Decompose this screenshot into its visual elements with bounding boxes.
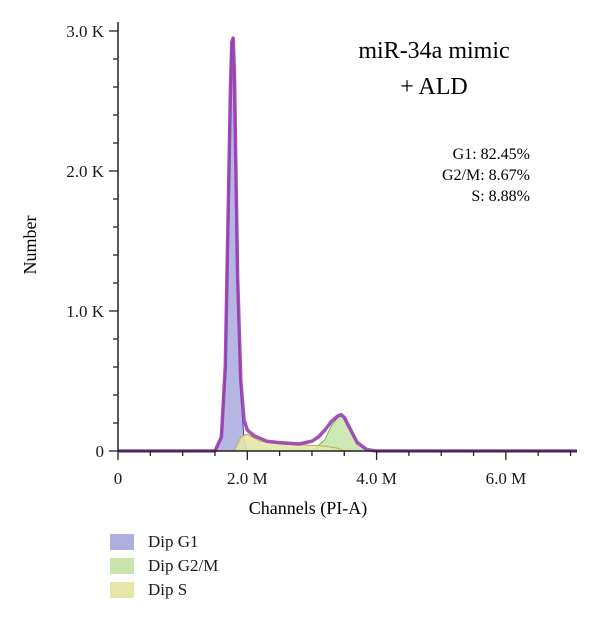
- series-areas: [118, 36, 577, 453]
- x-axis-label: Channels (PI-A): [249, 498, 367, 519]
- y-tick-label: 1.0 K: [66, 302, 105, 321]
- x-tick-label: 0: [114, 469, 123, 488]
- legend-label-dip-g2m: Dip G2/M: [148, 556, 219, 575]
- legend-item-dip-g1: Dip G1: [110, 530, 218, 554]
- legend-item-dip-s: Dip S: [110, 578, 218, 602]
- legend-swatch-dip-g2m: [110, 558, 134, 574]
- series-line-total: [118, 36, 577, 453]
- annotation-s: S: 8.88%: [471, 188, 530, 205]
- x-tick-label: 6.0 M: [486, 469, 527, 488]
- y-tick-label: 3.0 K: [66, 22, 105, 41]
- legend-label-dip-g1: Dip G1: [148, 532, 199, 551]
- annotation-g2m: G2/M: 8.67%: [442, 167, 530, 184]
- legend-label-dip-s: Dip S: [148, 580, 188, 599]
- annotation-g1: G1: 82.45%: [453, 146, 530, 163]
- x-tick-label: 2.0 M: [227, 469, 268, 488]
- legend-item-dip-g2m: Dip G2/M: [110, 554, 218, 578]
- y-tick-label: 0: [96, 442, 105, 461]
- chart-title-line-2: + ALD: [400, 74, 468, 100]
- axis-ticks: 0 2.0 M 4.0 M 6.0 M 0 1.0 K 2.0 K 3.0 K: [66, 22, 572, 488]
- y-tick-label: 2.0 K: [66, 162, 105, 181]
- legend-swatch-dip-s: [110, 582, 134, 598]
- legend-swatch-dip-g1: [110, 534, 134, 550]
- x-tick-label: 4.0 M: [356, 469, 397, 488]
- chart-title-line-1: miR-34a mimic: [358, 38, 509, 64]
- legend: Dip G1 Dip G2/M Dip S: [110, 530, 218, 602]
- y-axis-label: Number: [20, 216, 40, 275]
